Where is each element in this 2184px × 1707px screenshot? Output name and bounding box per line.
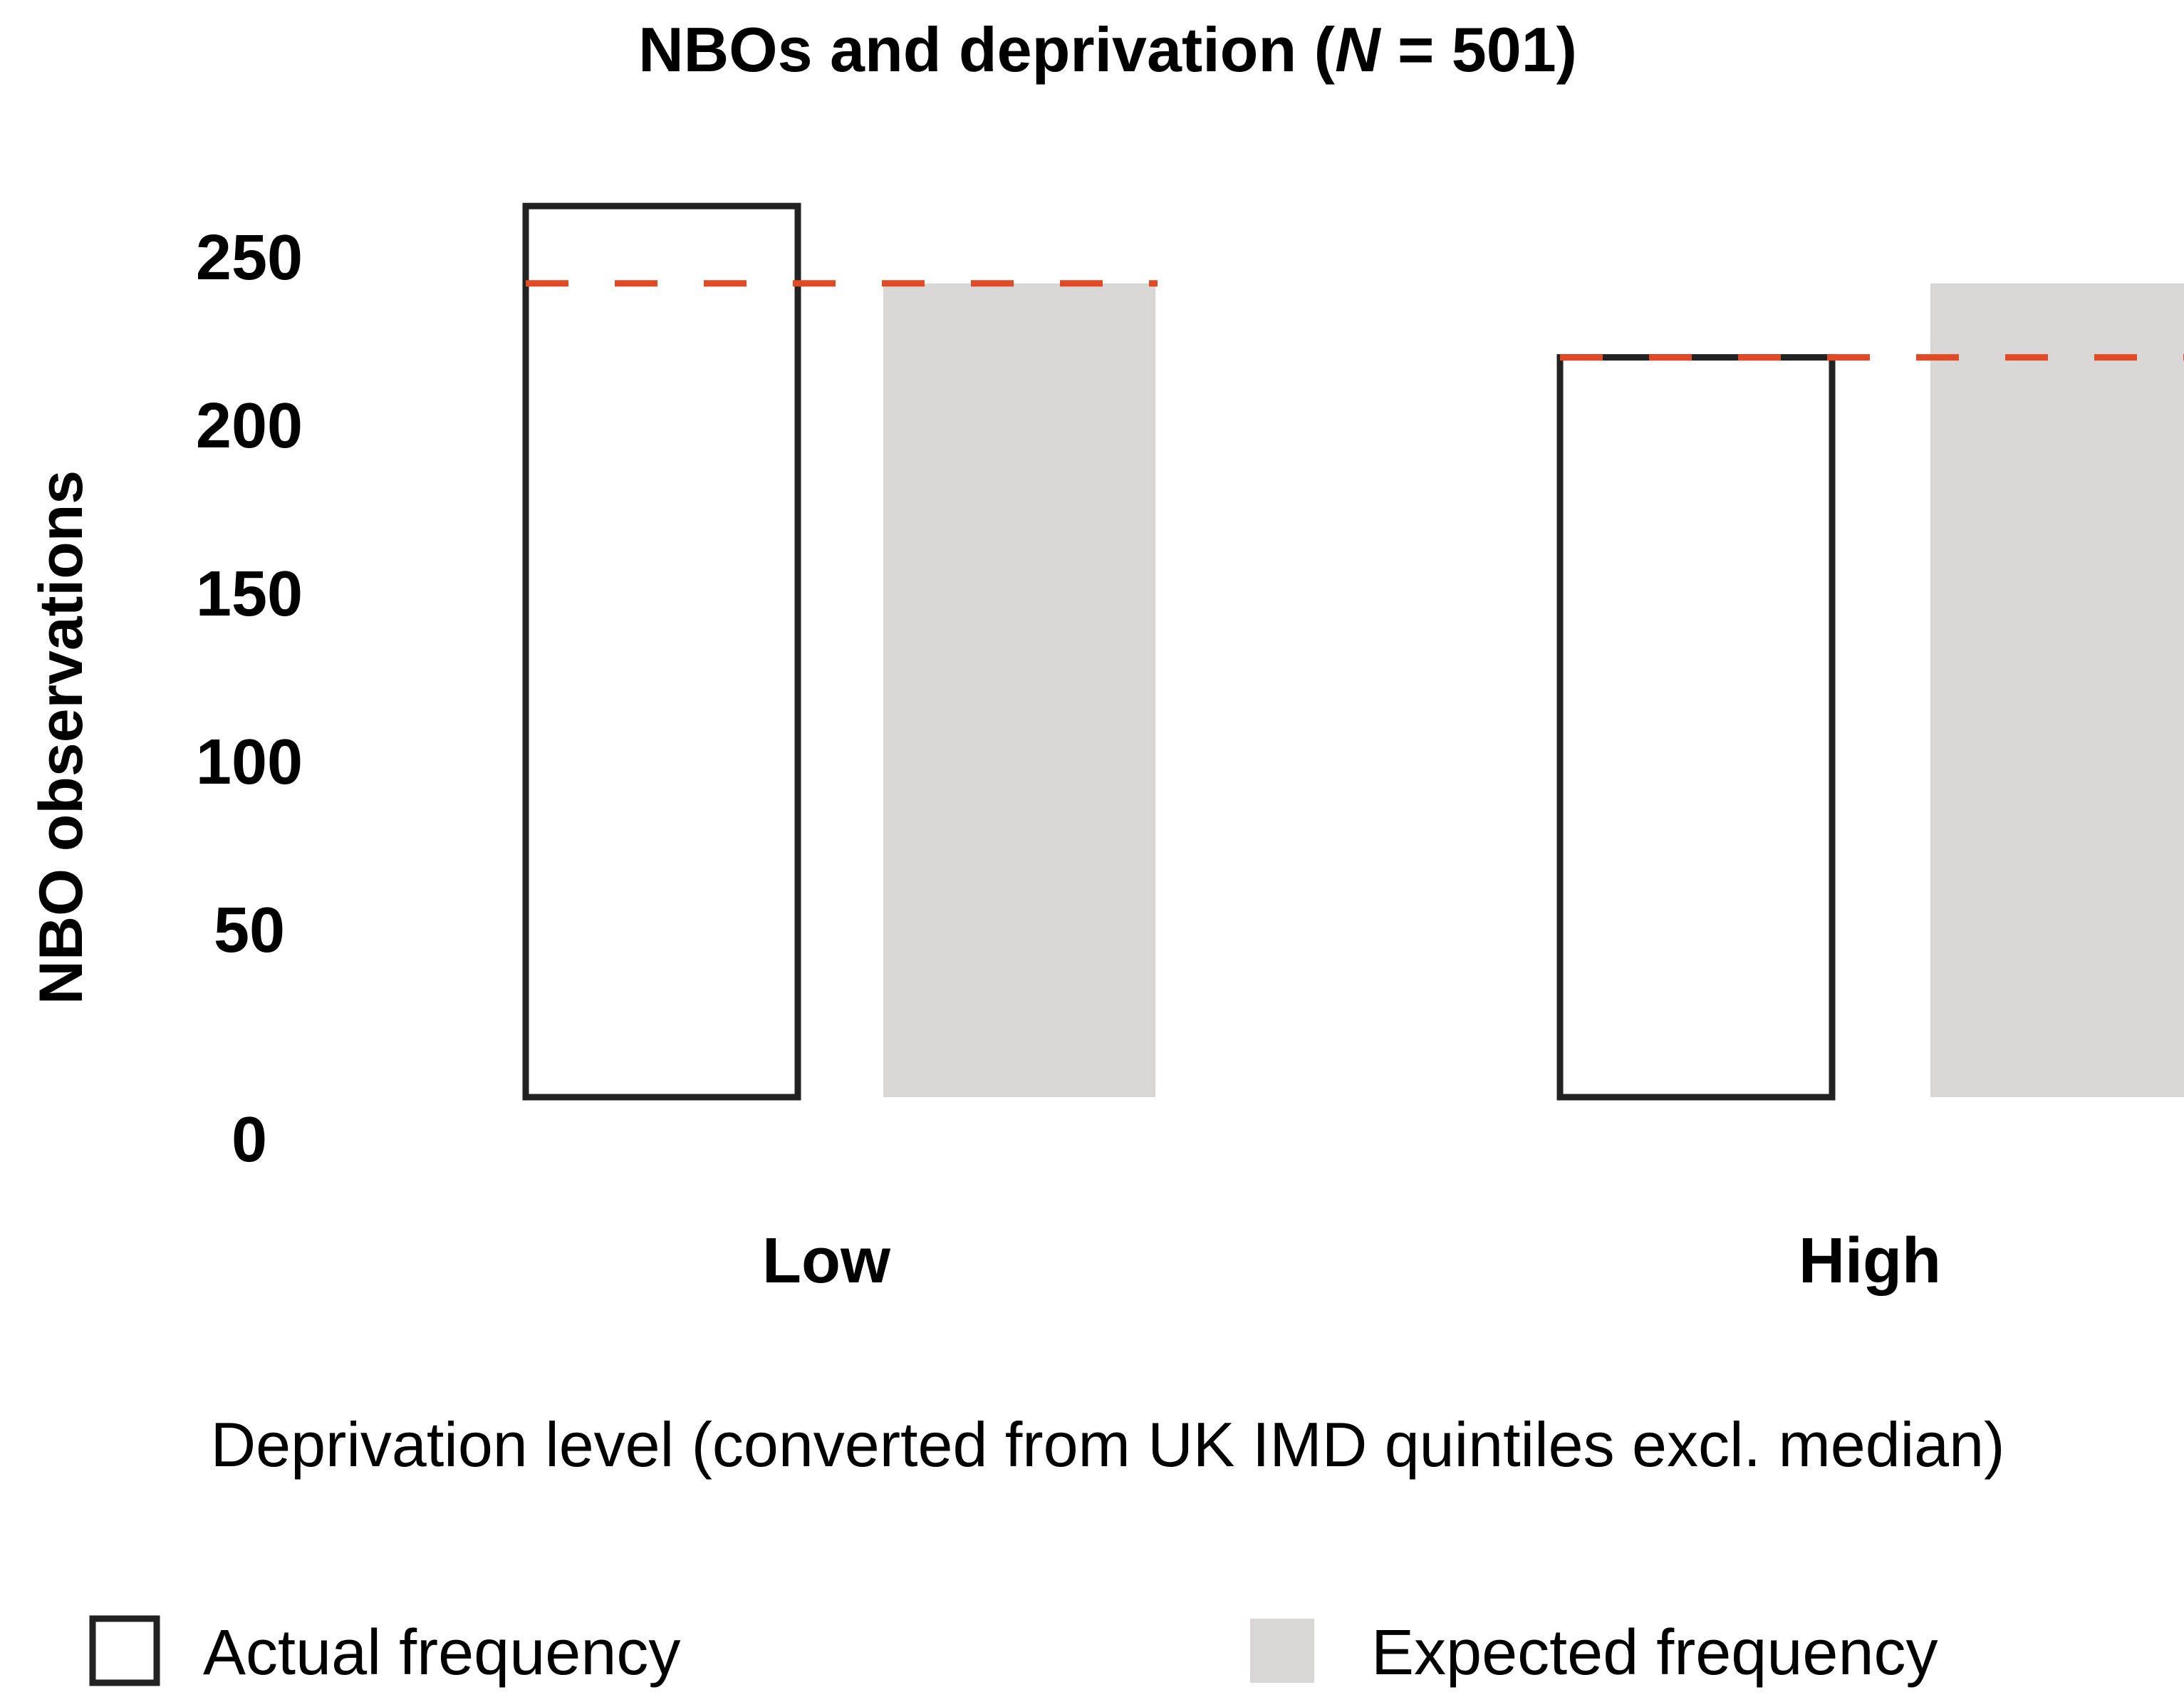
category-labels: Low High — [762, 1225, 1941, 1297]
y-tick-label: 100 — [196, 727, 303, 798]
bars-group — [522, 202, 2184, 1101]
chart-title: NBOs and deprivation (N = 501) — [638, 14, 1577, 85]
title-prefix: NBOs and deprivation ( — [638, 14, 1336, 85]
legend: Actual frequency Expected frequency — [89, 1615, 1938, 1688]
bar-actual-high — [1556, 354, 1836, 1101]
title-n: N — [1335, 14, 1382, 85]
legend-actual-label: Actual frequency — [203, 1617, 680, 1688]
y-tick-label: 0 — [232, 1104, 267, 1176]
y-tick-label: 250 — [196, 222, 303, 294]
title-suffix: = 501) — [1380, 14, 1577, 85]
bar-actual-low — [522, 202, 801, 1101]
legend-actual-swatch — [89, 1615, 160, 1686]
category-label-low: Low — [762, 1225, 891, 1297]
legend-expected-label: Expected frequency — [1371, 1617, 1938, 1688]
bar-expected-high — [1930, 283, 2184, 1097]
y-tick-label: 50 — [214, 895, 285, 966]
reference-lines — [526, 280, 2184, 361]
x-axis-label: Deprivation level (converted from UK IMD… — [211, 1409, 2005, 1480]
y-tick-label: 150 — [196, 559, 303, 630]
y-axis-label: NBO observations — [27, 470, 95, 1005]
y-axis-ticks: 0 50 100 150 200 250 — [196, 222, 303, 1176]
category-label-high: High — [1799, 1225, 1941, 1297]
bar-expected-low — [883, 283, 1155, 1097]
y-tick-label: 200 — [196, 390, 303, 462]
legend-expected-swatch — [1250, 1619, 1314, 1683]
